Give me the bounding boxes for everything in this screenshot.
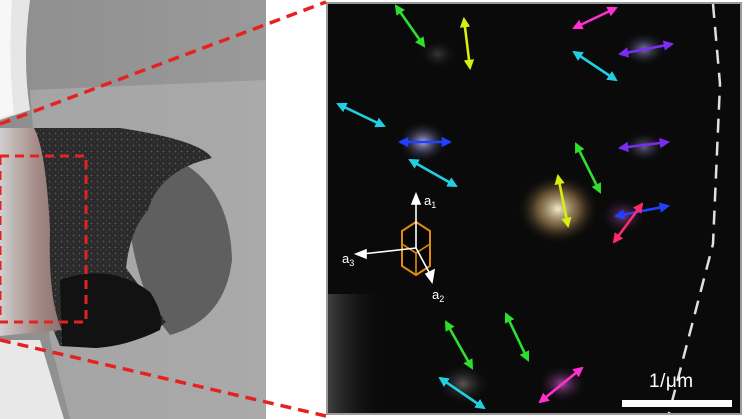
arrow: [617, 137, 671, 153]
axis-a1-head: [410, 191, 422, 205]
zoom-image: [328, 4, 740, 413]
separator-gap: [266, 0, 326, 419]
axis-a2-label: a2: [432, 287, 445, 304]
arrow: [572, 50, 618, 82]
scale-bar-label: 1/μm: [649, 371, 694, 392]
axis-a2-line: [415, 247, 431, 275]
arrow: [574, 142, 602, 194]
arrow: [612, 202, 644, 244]
arrow: [572, 6, 618, 30]
arrow: [444, 320, 474, 370]
arrow: [438, 376, 486, 410]
arrow: [459, 16, 475, 71]
axis-a2-head: [424, 268, 436, 284]
arrow: [336, 102, 386, 128]
arrow: [617, 40, 675, 58]
axis-a3-label: a3: [342, 251, 355, 268]
arrow: [538, 366, 584, 404]
boundary-guide: [667, 4, 722, 413]
axis-a1-label: a1: [424, 193, 437, 210]
axis-a3-line: [361, 247, 417, 255]
scale-bar: [622, 400, 732, 407]
arrow: [504, 312, 530, 362]
micrograph-panel: [0, 0, 266, 419]
polarization-arrows: [336, 4, 675, 410]
arrow: [394, 4, 426, 48]
micrograph-image: [0, 0, 266, 419]
arrow: [554, 173, 572, 229]
arrow: [408, 158, 458, 188]
lattice-axes: [353, 191, 436, 284]
axis-a3-head: [353, 248, 367, 260]
zoom-region-box: [0, 154, 88, 324]
bright-spot: [516, 173, 600, 245]
zoom-panel: a1 a2 a3: [326, 2, 742, 415]
